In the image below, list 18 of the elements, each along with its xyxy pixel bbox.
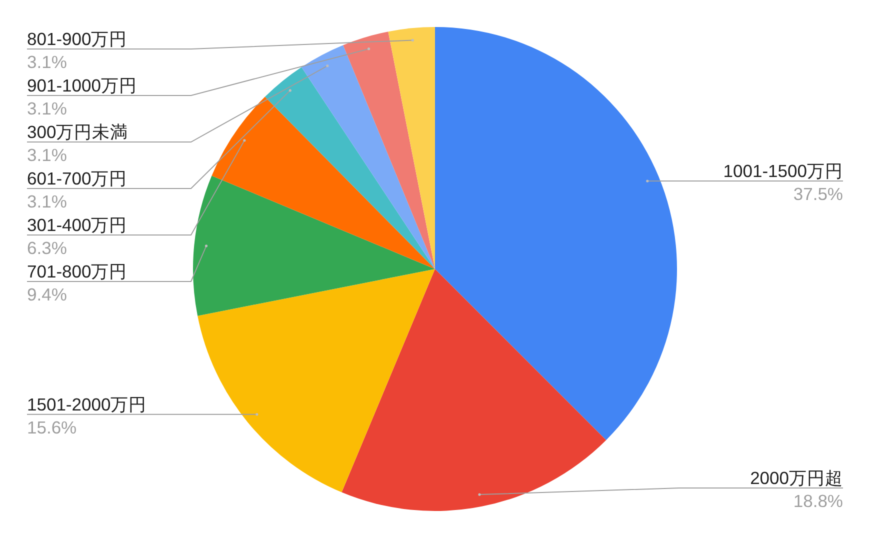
slice-label: 801-900万円 — [27, 29, 128, 49]
data-label: 37.5% — [793, 184, 843, 204]
data-label: 3.1% — [27, 52, 67, 72]
data-label: 3.1% — [27, 98, 67, 118]
slice-label: 2000万円超 — [750, 468, 843, 488]
data-label: 6.3% — [27, 238, 67, 258]
slice-label: 1001-1500万円 — [723, 161, 843, 182]
data-label: 18.8% — [793, 491, 843, 511]
data-label: 3.1% — [27, 145, 67, 165]
slice-label: 1501-2000万円 — [27, 394, 147, 414]
slice-label: 300万円未満 — [27, 122, 128, 142]
slice-label: 901-1000万円 — [27, 76, 137, 96]
slice-label: 301-400万円 — [27, 215, 128, 235]
slice-label: 601-700万円 — [27, 168, 128, 188]
slice-label: 701-800万円 — [27, 262, 128, 282]
data-label: 9.4% — [27, 284, 67, 304]
data-label: 3.1% — [27, 192, 67, 212]
data-label: 15.6% — [27, 417, 77, 438]
